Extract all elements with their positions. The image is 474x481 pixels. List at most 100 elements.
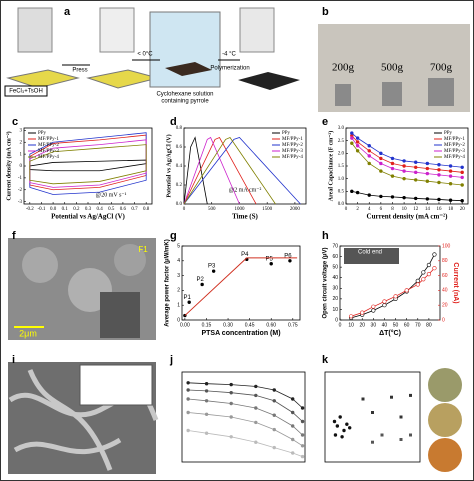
marker: [367, 161, 371, 166]
marker: [425, 179, 430, 183]
marker: [335, 424, 340, 428]
marker: [432, 252, 437, 257]
panel-label: d: [170, 116, 177, 128]
marker: [360, 310, 365, 315]
panel-label: a: [64, 6, 71, 18]
marker: [367, 144, 371, 148]
marker: [399, 438, 403, 441]
x-tick-label: 10: [402, 207, 408, 212]
y-tick-label: 0.0: [338, 202, 345, 207]
point-label: P2: [196, 277, 204, 283]
marker: [272, 388, 276, 392]
series-line: [350, 267, 435, 317]
marker: [425, 197, 430, 201]
marker: [367, 154, 371, 158]
marker: [371, 308, 376, 313]
chart: 0 10 20 30 40 50 60 70 80 0 10 20 30 40 50 60 70 0 20 40 60 8…: [323, 243, 460, 337]
marker: [432, 266, 437, 271]
marker: [460, 183, 464, 187]
marker: [272, 445, 276, 450]
x-tick-label: 0.7: [131, 207, 138, 212]
y-tick-label: -2: [18, 188, 23, 193]
x-tick-label: 18: [448, 207, 454, 212]
x-axis-label: Time (S): [232, 213, 258, 221]
y-axis-label: Potential vs Ag/AgCl (V): [165, 134, 172, 197]
marker: [425, 171, 430, 176]
marker: [350, 136, 354, 140]
y-tick-label: 5: [177, 243, 180, 249]
weight: [382, 82, 402, 106]
scheme-text: Cyclohexane solution: [156, 92, 213, 98]
marker: [229, 391, 233, 395]
marker: [437, 180, 441, 185]
y-axis-label: Average power factor (μW/mK): [165, 239, 171, 326]
marker: [460, 199, 464, 203]
y-tick-label: 0.0: [176, 202, 183, 207]
y2-axis-label: Current (nA): [452, 262, 459, 303]
y2-tick-label: 0: [442, 317, 445, 323]
marker: [390, 161, 395, 166]
marker: [382, 299, 387, 304]
y-tick-label: 2.0: [338, 151, 345, 156]
x-tick-label: -0.2: [26, 207, 34, 212]
marker: [229, 401, 233, 406]
y2-tick-label: 80: [442, 258, 448, 264]
legend-label: MF/PPy-2: [444, 143, 465, 148]
x-tick-label: 1000: [234, 207, 245, 212]
panel-label: f: [12, 230, 16, 242]
marker: [448, 198, 453, 202]
marker: [269, 262, 273, 266]
marker: [229, 415, 233, 419]
x-tick-label: 60: [404, 322, 410, 328]
marker: [254, 440, 258, 444]
marker: [448, 174, 453, 178]
marker: [379, 194, 383, 199]
marker: [402, 195, 406, 200]
series-line: [183, 136, 240, 205]
series-line: [183, 137, 301, 205]
marker: [390, 174, 395, 178]
x-tick-label: 2000: [290, 207, 301, 212]
marker: [448, 164, 453, 168]
plate-photo: [428, 438, 462, 472]
y-tick-label: 10: [332, 307, 338, 313]
marker: [414, 178, 418, 182]
x-tick-label: 0.60: [266, 322, 276, 328]
marker: [204, 389, 209, 393]
y-tick-label: 0.4: [176, 164, 183, 169]
marker: [355, 136, 360, 140]
y2-tick-label: 60: [442, 273, 448, 279]
marker: [460, 175, 464, 180]
legend-label: MF/PPy-2: [282, 143, 303, 148]
marker: [361, 397, 365, 401]
x-tick-label: 6: [380, 207, 383, 212]
marker: [421, 277, 426, 282]
y-tick-label: 3.0: [338, 126, 345, 131]
marker: [350, 131, 354, 135]
legend-label: PPy: [444, 131, 453, 136]
x-tick-label: 70: [415, 322, 421, 328]
marker: [254, 406, 258, 410]
marker: [291, 397, 295, 401]
marker: [340, 435, 344, 439]
marker: [379, 151, 383, 156]
legend-label: MF/PPy-4: [444, 155, 465, 160]
series-line: [351, 254, 435, 319]
y-tick-label: 0.8: [176, 126, 183, 131]
marker: [448, 169, 453, 173]
marker: [332, 419, 337, 424]
y2-tick-label: 40: [442, 288, 448, 294]
x-tick-label: 14: [425, 207, 431, 212]
plate-photo: [428, 403, 462, 437]
marker: [437, 168, 441, 172]
sem-texture: [114, 244, 146, 276]
chart: 0 2 4 6 8 10 12 14 16 18 20 0.0 0.5 1.0 1.5 2.0 2.5 3.0 Cu…: [327, 126, 469, 221]
marker: [409, 393, 412, 397]
x-tick-label: 0.5: [108, 207, 115, 212]
series-line: [29, 144, 147, 185]
marker: [229, 382, 233, 387]
y-tick-label: 30: [332, 286, 338, 292]
weight-label: 200g: [332, 62, 355, 74]
annotation: @20 mV s⁻¹: [96, 192, 127, 198]
x-tick-label: 40: [382, 322, 388, 328]
